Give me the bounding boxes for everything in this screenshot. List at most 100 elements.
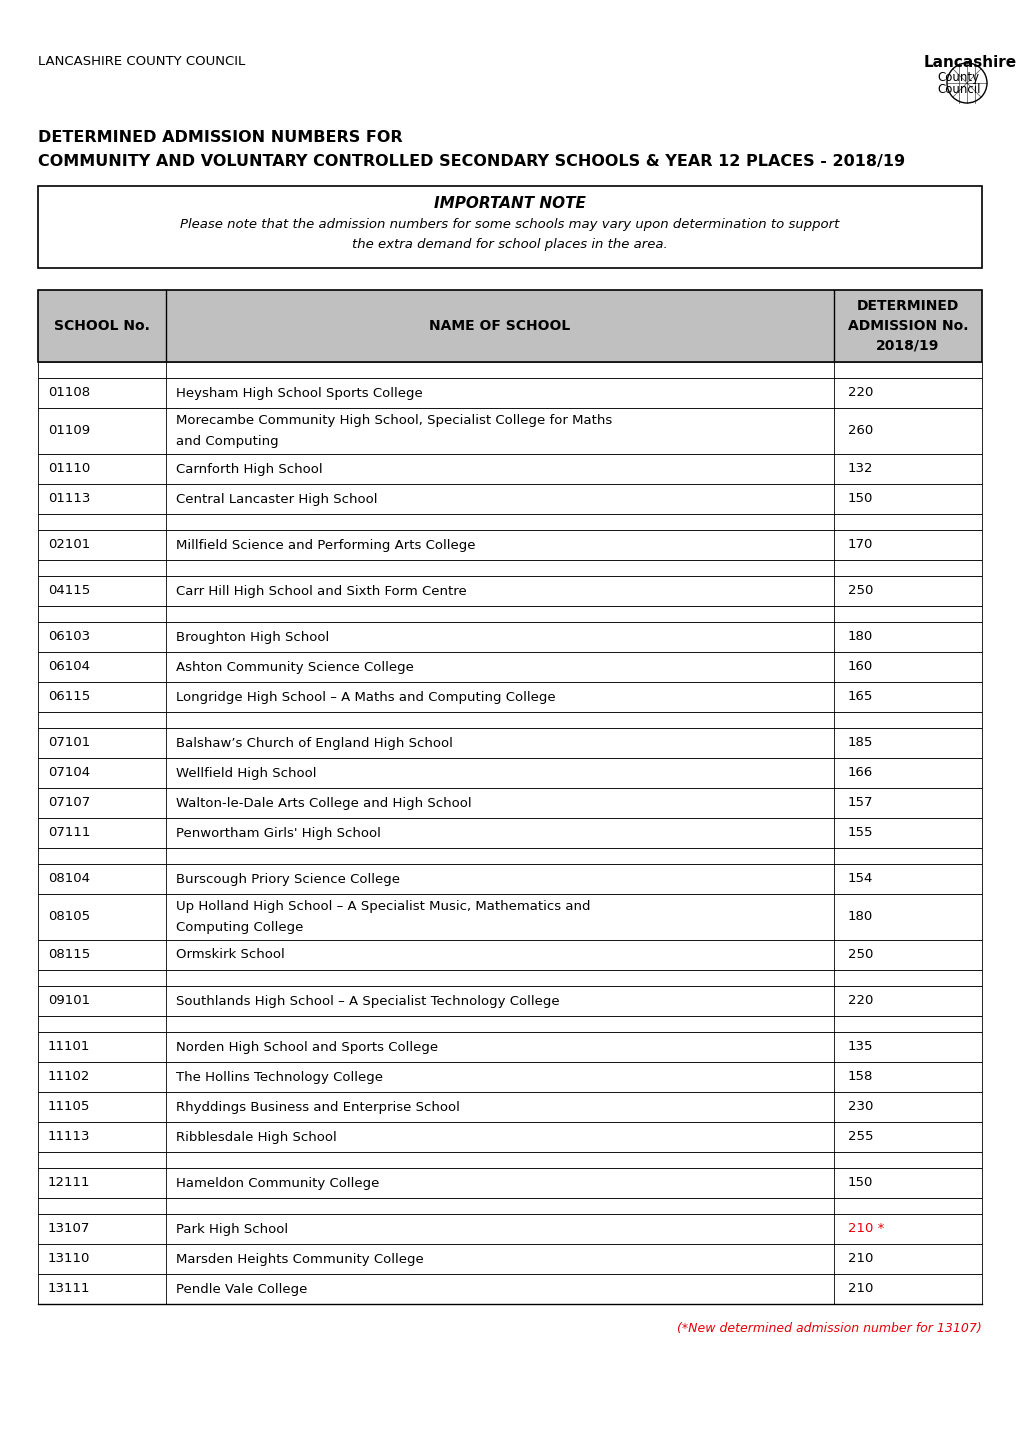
Text: 13107: 13107	[48, 1222, 91, 1235]
Text: 06104: 06104	[48, 661, 90, 674]
Text: Heysham High School Sports College: Heysham High School Sports College	[176, 387, 422, 400]
Text: 01109: 01109	[48, 424, 90, 437]
Text: 13111: 13111	[48, 1283, 91, 1296]
Text: 158: 158	[847, 1071, 872, 1084]
Text: 132: 132	[847, 463, 872, 476]
Bar	[38, 652, 981, 683]
Bar	[38, 1062, 981, 1092]
Text: 250: 250	[847, 584, 872, 597]
Text: Council: Council	[936, 84, 979, 97]
Bar	[38, 290, 981, 362]
Text: 160: 160	[847, 661, 872, 674]
Text: Millfield Science and Performing Arts College: Millfield Science and Performing Arts Co…	[176, 538, 475, 551]
Bar	[38, 711, 981, 729]
Bar	[38, 683, 981, 711]
Text: 08104: 08104	[48, 873, 90, 886]
Text: 166: 166	[847, 766, 872, 779]
Text: 12111: 12111	[48, 1176, 91, 1189]
Text: IMPORTANT NOTE: IMPORTANT NOTE	[434, 196, 585, 211]
Text: SCHOOL No.: SCHOOL No.	[54, 319, 150, 333]
Bar	[38, 408, 981, 455]
Bar	[38, 848, 981, 864]
Bar	[38, 986, 981, 1016]
Text: 260: 260	[847, 424, 872, 437]
Text: DETERMINED ADMISSION NUMBERS FOR: DETERMINED ADMISSION NUMBERS FOR	[38, 130, 403, 144]
Text: Balshaw’s Church of England High School: Balshaw’s Church of England High School	[176, 736, 452, 749]
Text: 157: 157	[847, 797, 872, 810]
Text: Central Lancaster High School: Central Lancaster High School	[176, 492, 377, 505]
Text: Broughton High School: Broughton High School	[176, 631, 329, 644]
Text: 255: 255	[847, 1130, 872, 1143]
Bar	[38, 1214, 981, 1244]
Text: 220: 220	[847, 387, 872, 400]
Bar	[38, 788, 981, 818]
Text: 180: 180	[847, 631, 872, 644]
Text: COMMUNITY AND VOLUNTARY CONTROLLED SECONDARY SCHOOLS & YEAR 12 PLACES - 2018/19: COMMUNITY AND VOLUNTARY CONTROLLED SECON…	[38, 154, 904, 169]
Text: 07111: 07111	[48, 827, 91, 840]
Text: (*New determined admission number for 13107): (*New determined admission number for 13…	[677, 1322, 981, 1335]
Text: 11105: 11105	[48, 1101, 91, 1114]
Text: 07104: 07104	[48, 766, 90, 779]
Bar	[38, 1016, 981, 1032]
Text: 155: 155	[847, 827, 872, 840]
Text: 210: 210	[847, 1253, 872, 1266]
Bar	[38, 378, 981, 408]
Bar	[38, 530, 981, 560]
Text: 11113: 11113	[48, 1130, 91, 1143]
Text: Morecambe Community High School, Specialist College for Maths: Morecambe Community High School, Special…	[176, 414, 611, 427]
Text: 08115: 08115	[48, 948, 90, 961]
Bar	[38, 514, 981, 530]
Text: the extra demand for school places in the area.: the extra demand for school places in th…	[352, 238, 667, 251]
Text: 09101: 09101	[48, 994, 90, 1007]
Bar	[38, 606, 981, 622]
Text: 150: 150	[847, 1176, 872, 1189]
Text: 02101: 02101	[48, 538, 90, 551]
Text: 165: 165	[847, 691, 872, 704]
Bar	[38, 864, 981, 895]
Text: 210 *: 210 *	[847, 1222, 883, 1235]
Text: LANCASHIRE COUNTY COUNCIL: LANCASHIRE COUNTY COUNCIL	[38, 55, 245, 68]
Bar	[38, 186, 981, 268]
Text: Ribblesdale High School: Ribblesdale High School	[176, 1130, 336, 1143]
Text: Hameldon Community College: Hameldon Community College	[176, 1176, 379, 1189]
Text: Pendle Vale College: Pendle Vale College	[176, 1283, 307, 1296]
Text: 01110: 01110	[48, 463, 90, 476]
Text: 11102: 11102	[48, 1071, 91, 1084]
Bar	[38, 622, 981, 652]
Text: Lancashire: Lancashire	[923, 55, 1016, 71]
Text: DETERMINED
ADMISSION No.
2018/19: DETERMINED ADMISSION No. 2018/19	[847, 300, 967, 352]
Bar	[38, 1032, 981, 1062]
Text: 180: 180	[847, 911, 872, 924]
Text: 04115: 04115	[48, 584, 90, 597]
Text: 135: 135	[847, 1040, 872, 1053]
Text: 08105: 08105	[48, 911, 90, 924]
Bar	[38, 1198, 981, 1214]
Text: Carr Hill High School and Sixth Form Centre: Carr Hill High School and Sixth Form Cen…	[176, 584, 467, 597]
Text: Carnforth High School: Carnforth High School	[176, 463, 322, 476]
Text: 06115: 06115	[48, 691, 90, 704]
Bar	[38, 1123, 981, 1152]
Bar	[38, 1244, 981, 1274]
Text: Southlands High School – A Specialist Technology College: Southlands High School – A Specialist Te…	[176, 994, 559, 1007]
Bar	[38, 455, 981, 483]
Text: Please note that the admission numbers for some schools may vary upon determinat: Please note that the admission numbers f…	[180, 218, 839, 231]
Text: Ormskirk School: Ormskirk School	[176, 948, 284, 961]
Text: Longridge High School – A Maths and Computing College: Longridge High School – A Maths and Comp…	[176, 691, 555, 704]
Text: 01113: 01113	[48, 492, 91, 505]
Text: and Computing: and Computing	[176, 434, 278, 447]
Bar	[38, 758, 981, 788]
Text: Burscough Priory Science College: Burscough Priory Science College	[176, 873, 399, 886]
Bar	[38, 1152, 981, 1167]
Text: Rhyddings Business and Enterprise School: Rhyddings Business and Enterprise School	[176, 1101, 460, 1114]
Text: County: County	[936, 71, 978, 84]
Text: Marsden Heights Community College: Marsden Heights Community College	[176, 1253, 423, 1266]
Bar	[38, 818, 981, 848]
Text: 06103: 06103	[48, 631, 90, 644]
Text: 220: 220	[847, 994, 872, 1007]
Bar	[38, 576, 981, 606]
Text: Norden High School and Sports College: Norden High School and Sports College	[176, 1040, 438, 1053]
Bar	[38, 729, 981, 758]
Text: Walton-le-Dale Arts College and High School: Walton-le-Dale Arts College and High Sch…	[176, 797, 471, 810]
Bar	[38, 1167, 981, 1198]
Text: 07107: 07107	[48, 797, 90, 810]
